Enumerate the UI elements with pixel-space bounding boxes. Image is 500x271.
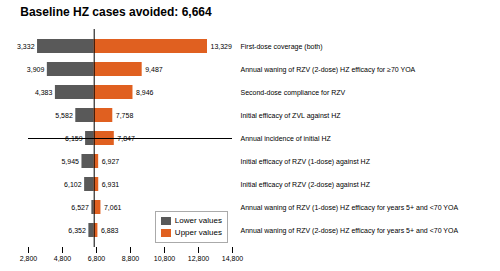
svg-text:7,758: 7,758 bbox=[116, 112, 134, 119]
svg-text:Annual waning of RZV (2-dose): Annual waning of RZV (2-dose) HZ efficac… bbox=[241, 227, 459, 235]
svg-text:9,487: 9,487 bbox=[145, 66, 163, 73]
svg-text:6,927: 6,927 bbox=[102, 158, 120, 165]
svg-text:6,352: 6,352 bbox=[68, 227, 86, 234]
svg-text:4,383: 4,383 bbox=[35, 89, 53, 96]
svg-text:7,061: 7,061 bbox=[104, 204, 122, 211]
svg-text:Second-dose compliance for RZV: Second-dose compliance for RZV bbox=[241, 89, 346, 97]
svg-text:Annual waning of RZV (2-dose): Annual waning of RZV (2-dose) HZ efficac… bbox=[241, 66, 416, 74]
svg-text:2,800: 2,800 bbox=[20, 255, 38, 262]
svg-text:Annual waning of RZV (1-dose): Annual waning of RZV (1-dose) HZ efficac… bbox=[241, 204, 459, 212]
svg-text:3,332: 3,332 bbox=[17, 43, 35, 50]
svg-text:8,946: 8,946 bbox=[136, 89, 154, 96]
svg-text:6,800: 6,800 bbox=[88, 255, 106, 262]
html-text:Upper values: Upper values bbox=[174, 228, 222, 237]
html-text:Baseline HZ cases avoided: 6,6: Baseline HZ cases avoided: 6,664 bbox=[20, 5, 212, 19]
svg-text:12,800: 12,800 bbox=[188, 255, 210, 262]
svg-text:7,847: 7,847 bbox=[117, 134, 135, 142]
svg-text:13,329: 13,329 bbox=[210, 43, 232, 50]
svg-text:6,102: 6,102 bbox=[64, 181, 82, 188]
svg-text:Initial efficacy of ZVL agains: Initial efficacy of ZVL against HZ bbox=[241, 112, 342, 120]
svg-text:14,800: 14,800 bbox=[222, 255, 244, 262]
svg-text:Initial efficacy of RZV (1-dos: Initial efficacy of RZV (1-dose) against… bbox=[241, 158, 371, 166]
svg-text:5,582: 5,582 bbox=[55, 112, 73, 119]
svg-text:6,527: 6,527 bbox=[71, 204, 89, 211]
html-text:Lower values: Lower values bbox=[174, 216, 222, 225]
svg-text:10,800: 10,800 bbox=[154, 255, 176, 262]
svg-text:5,945: 5,945 bbox=[61, 158, 79, 165]
svg-text:3,909: 3,909 bbox=[27, 66, 45, 73]
svg-text:4,800: 4,800 bbox=[54, 255, 72, 262]
svg-text:8,800: 8,800 bbox=[122, 255, 140, 262]
svg-text:6,883: 6,883 bbox=[101, 227, 119, 234]
svg-text:6,931: 6,931 bbox=[102, 181, 120, 188]
svg-text:First-dose coverage (both): First-dose coverage (both) bbox=[241, 43, 323, 51]
svg-text:6,159: 6,159 bbox=[65, 134, 83, 142]
svg-text:Annual incidence of initial HZ: Annual incidence of initial HZ bbox=[241, 135, 332, 142]
svg-text:Initial efficacy of RZV (2-dos: Initial efficacy of RZV (2-dose) against… bbox=[241, 181, 371, 189]
